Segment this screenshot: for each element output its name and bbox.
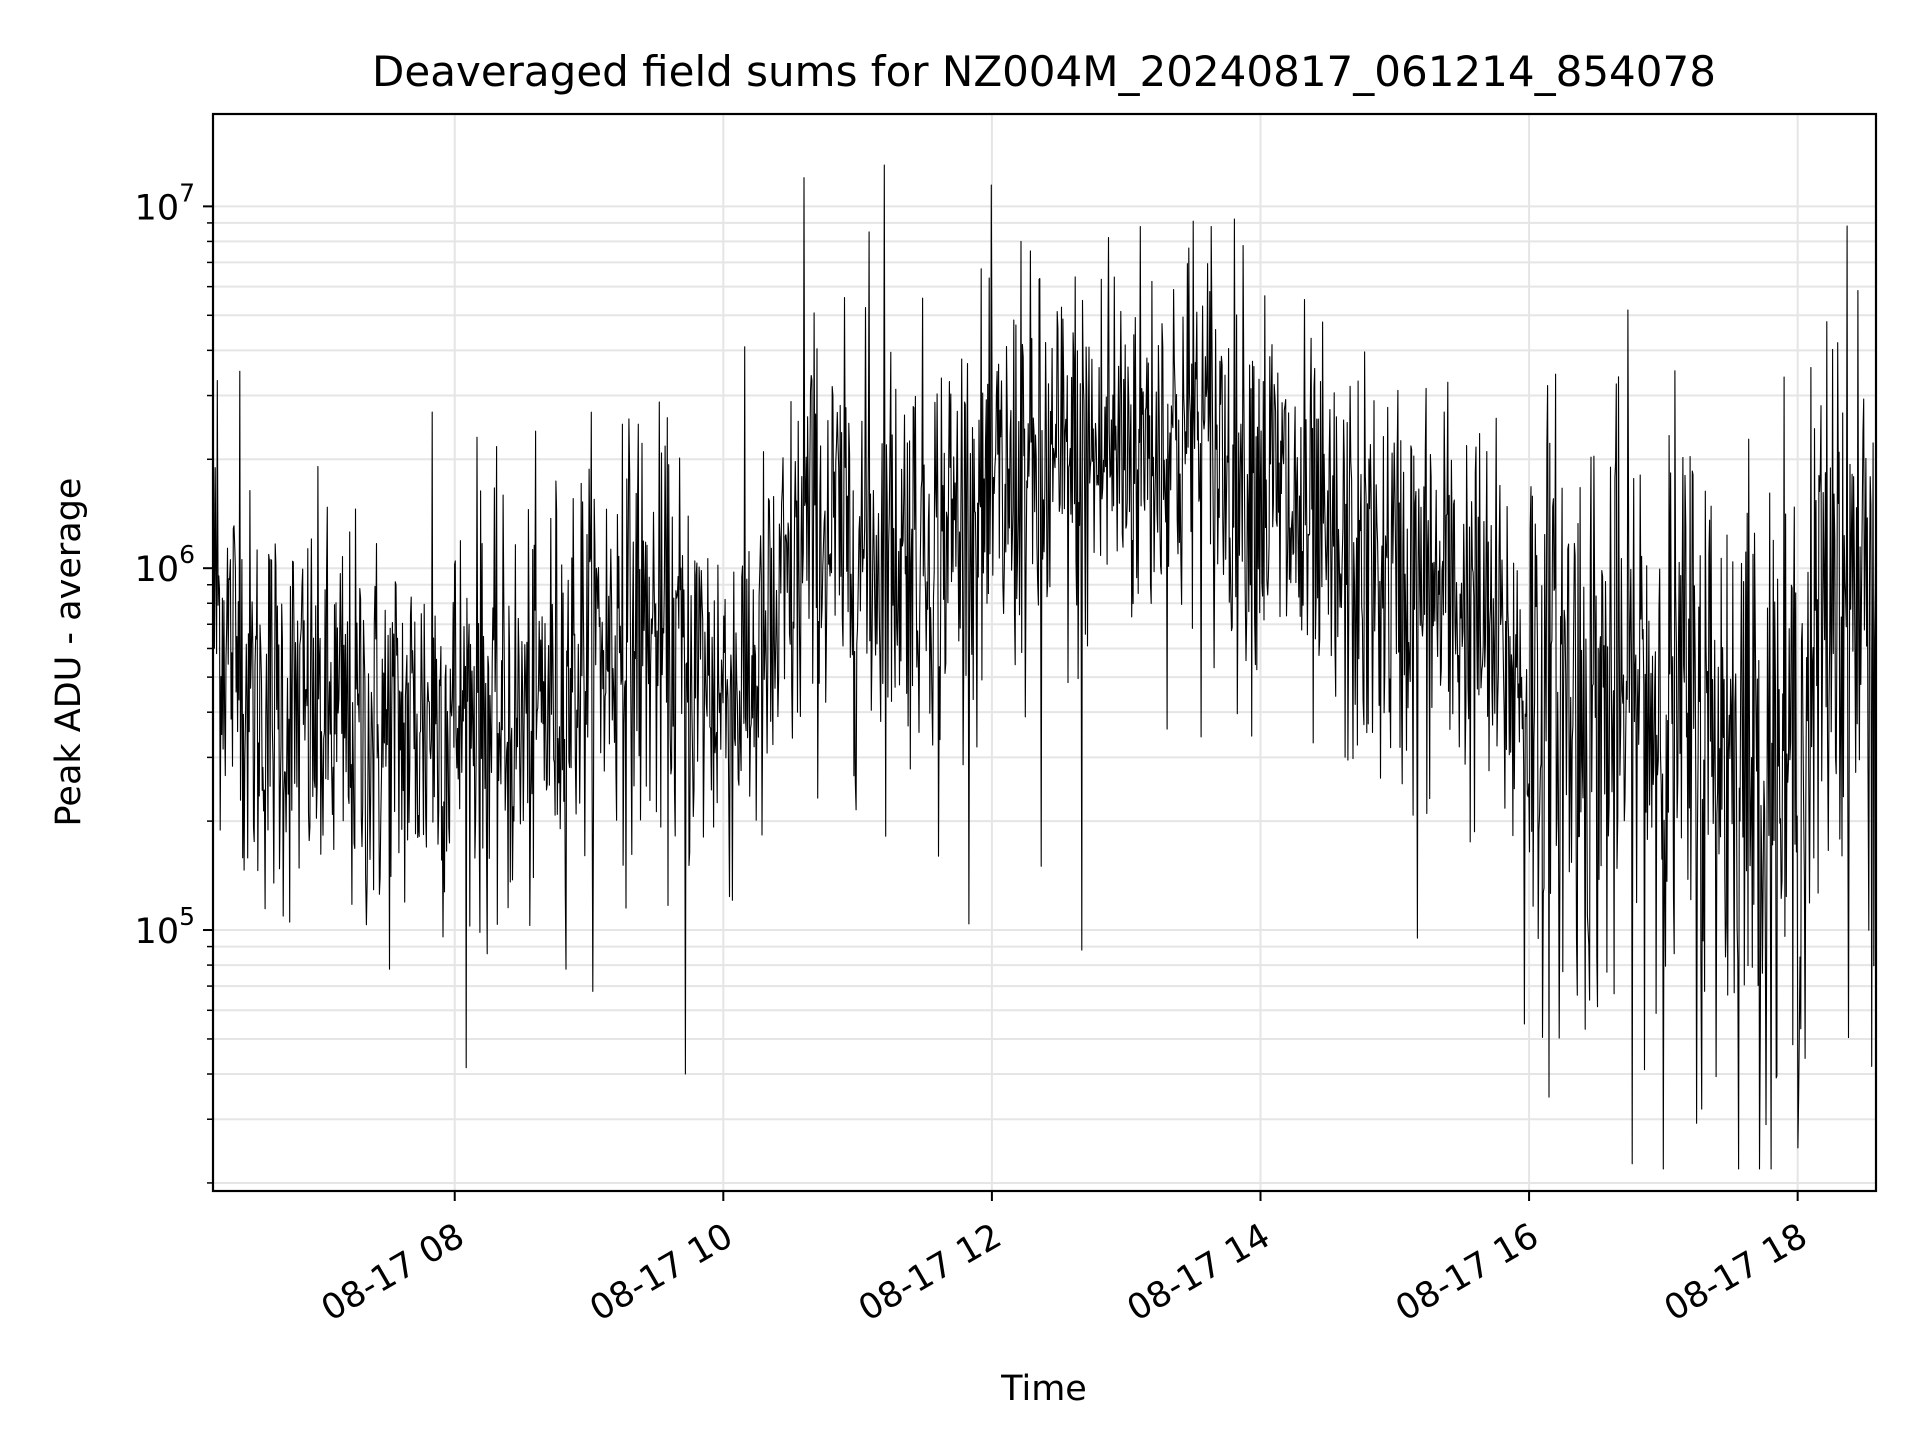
y-tick-label: 107 (135, 178, 195, 228)
x-axis-label: Time (1000, 1369, 1087, 1409)
y-tick-label: 106 (135, 540, 195, 590)
y-axis-label: Peak ADU - average (49, 478, 89, 827)
series-line (212, 164, 1877, 1170)
y-tick-label: 105 (135, 902, 195, 952)
chart-title: Deaveraged field sums for NZ004M_2024081… (372, 47, 1716, 96)
series-layer (212, 164, 1877, 1170)
plot-frame (211, 112, 1878, 1193)
